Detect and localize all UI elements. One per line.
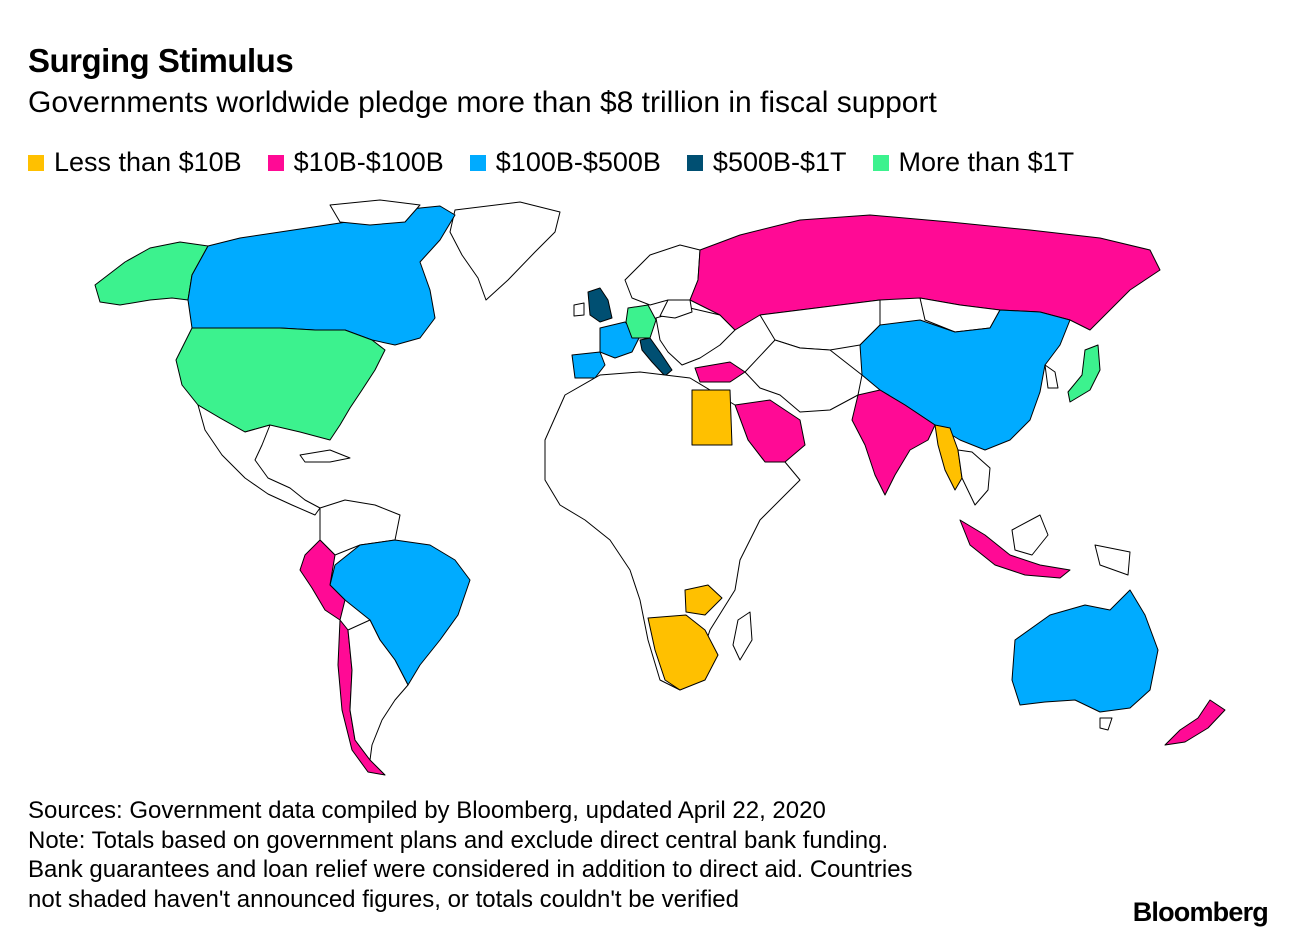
legend-label-lt10b: Less than $10B bbox=[54, 147, 242, 177]
note-line-2: Bank guarantees and loan relief were con… bbox=[28, 856, 913, 883]
country-korea bbox=[1044, 364, 1059, 389]
country-uk bbox=[587, 287, 613, 323]
country-australia bbox=[1011, 589, 1159, 713]
legend-label-100b-500b: $100B-$500B bbox=[495, 147, 661, 177]
legend-swatch-10b-100b bbox=[267, 154, 284, 171]
country-africa-north bbox=[544, 371, 801, 691]
notes: Sources: Government data compiled by Blo… bbox=[28, 796, 1078, 914]
country-greenland bbox=[449, 201, 561, 301]
country-poland bbox=[659, 299, 693, 319]
country-new-zealand bbox=[1164, 699, 1226, 746]
country-madagascar bbox=[732, 611, 753, 661]
legend-label-gt1t: More than $1T bbox=[898, 147, 1075, 177]
country-canada bbox=[187, 205, 456, 346]
country-egypt bbox=[691, 389, 733, 446]
country-argentina bbox=[347, 619, 409, 761]
note-line-3: not shaded haven't announced figures, or… bbox=[28, 885, 739, 913]
country-eastern-europe bbox=[655, 307, 736, 366]
country-papua bbox=[1094, 544, 1131, 576]
country-italy bbox=[639, 337, 673, 377]
legend: Less than $10B $10B-$100B $100B-$500B $5… bbox=[28, 147, 1100, 178]
country-turkey bbox=[694, 361, 746, 383]
legend-swatch-500b-1t bbox=[686, 154, 703, 171]
legend-item-100b-500b: $100B-$500B bbox=[469, 147, 661, 178]
world-map bbox=[94, 199, 1226, 776]
chart-subtitle: Governments worldwide pledge more than $… bbox=[28, 86, 937, 119]
legend-label-500b-1t: $500B-$1T bbox=[712, 147, 847, 177]
legend-swatch-gt1t bbox=[872, 154, 889, 171]
country-zambia bbox=[684, 584, 723, 616]
country-germany bbox=[625, 304, 657, 339]
legend-swatch-100b-500b bbox=[469, 154, 486, 171]
country-south-africa bbox=[647, 614, 719, 691]
country-ireland bbox=[573, 302, 585, 317]
legend-item-10b-100b: $10B-$100B bbox=[267, 147, 444, 178]
chart-title: Surging Stimulus bbox=[28, 42, 294, 79]
country-borneo bbox=[1011, 514, 1049, 556]
country-mexico bbox=[197, 404, 321, 516]
country-scandinavia bbox=[624, 244, 701, 306]
country-myanmar bbox=[934, 424, 963, 491]
legend-swatch-lt10b bbox=[28, 154, 44, 171]
country-spain bbox=[571, 351, 606, 379]
legend-item-lt10b: Less than $10B bbox=[28, 147, 242, 178]
legend-label-10b-100b: $10B-$100B bbox=[293, 147, 444, 177]
country-indonesia bbox=[959, 519, 1071, 579]
legend-item-gt1t: More than $1T bbox=[872, 147, 1075, 178]
bloomberg-logo: Bloomberg bbox=[1132, 897, 1269, 927]
country-tasmania bbox=[1099, 717, 1113, 731]
sources-line: Sources: Government data compiled by Blo… bbox=[28, 797, 826, 824]
country-cuba bbox=[299, 449, 351, 463]
country-india bbox=[851, 389, 936, 496]
country-arctic-islands bbox=[329, 199, 421, 226]
country-thailand bbox=[957, 449, 991, 506]
country-peru bbox=[299, 539, 346, 621]
legend-item-500b-1t: $500B-$1T bbox=[686, 147, 847, 178]
country-japan bbox=[1067, 344, 1101, 403]
note-line-1: Note: Totals based on government plans a… bbox=[28, 826, 889, 854]
